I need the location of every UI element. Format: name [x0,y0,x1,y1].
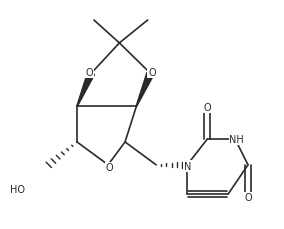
Text: O: O [148,68,156,78]
Polygon shape [136,73,154,107]
Text: O: O [86,68,93,78]
Polygon shape [77,73,95,107]
Text: O: O [106,163,113,173]
Text: O: O [203,102,211,112]
Text: N: N [183,161,191,171]
Text: HO: HO [10,184,25,194]
Text: O: O [244,193,252,202]
Text: NH: NH [229,135,244,145]
